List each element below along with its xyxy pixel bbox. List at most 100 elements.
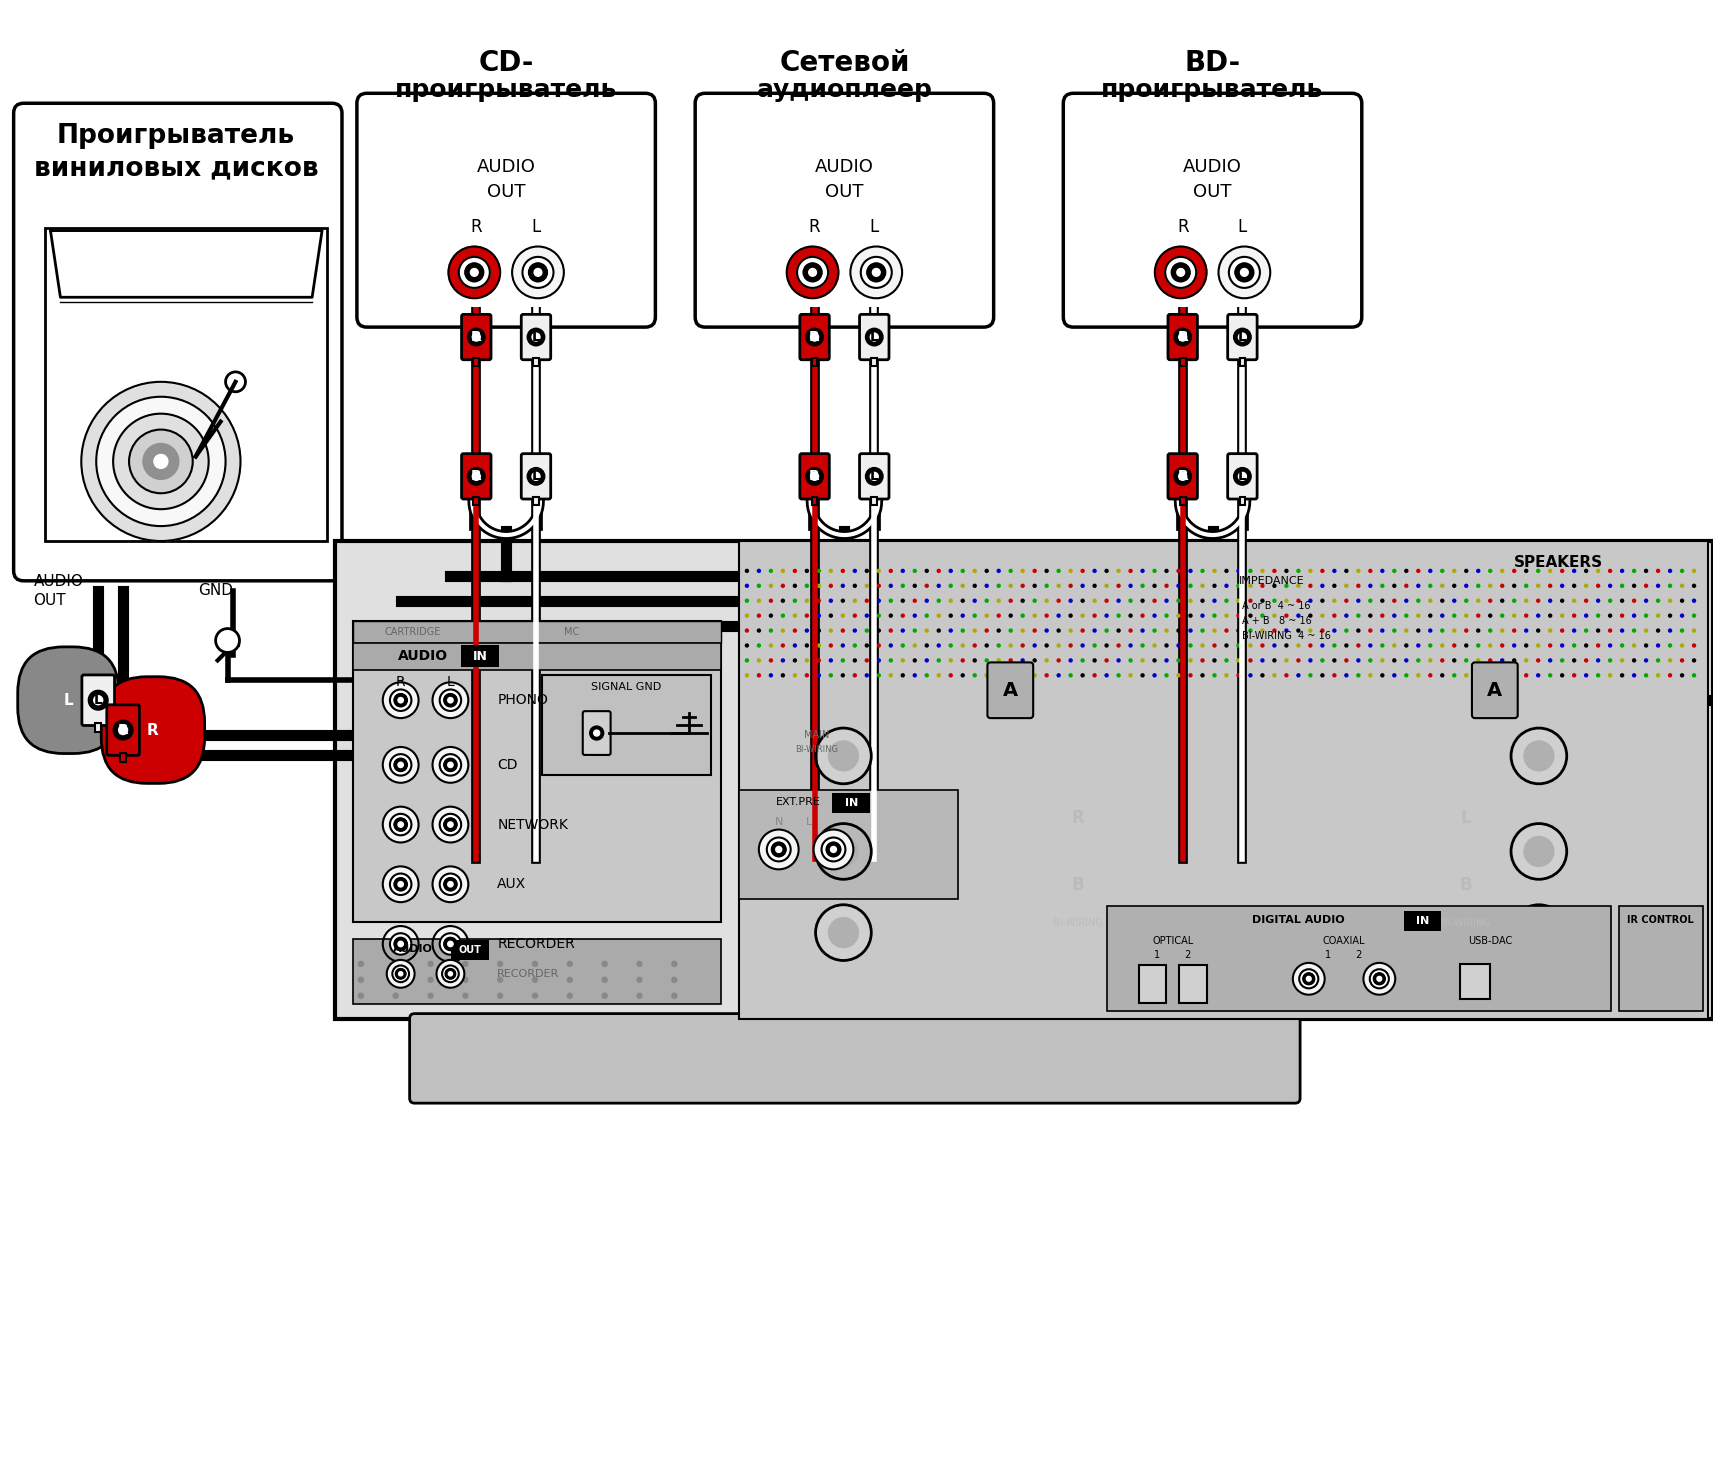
- Circle shape: [1333, 584, 1336, 587]
- FancyBboxPatch shape: [800, 453, 829, 499]
- Circle shape: [985, 599, 988, 602]
- Text: R: R: [396, 676, 406, 689]
- Circle shape: [1093, 674, 1096, 677]
- Bar: [336, 541, 1713, 1018]
- Circle shape: [358, 977, 363, 983]
- Circle shape: [512, 246, 564, 298]
- Circle shape: [1321, 584, 1324, 587]
- Circle shape: [440, 814, 461, 836]
- Circle shape: [1129, 628, 1132, 631]
- Circle shape: [1668, 569, 1672, 572]
- Circle shape: [997, 599, 1000, 602]
- Circle shape: [1377, 977, 1382, 981]
- Circle shape: [1153, 584, 1156, 587]
- Circle shape: [1501, 659, 1504, 662]
- Circle shape: [1165, 659, 1168, 662]
- Circle shape: [1177, 584, 1180, 587]
- Circle shape: [1632, 674, 1636, 677]
- Circle shape: [973, 659, 976, 662]
- Bar: [738, 541, 1708, 1018]
- Text: OUT: OUT: [486, 182, 526, 202]
- Circle shape: [1273, 645, 1276, 648]
- Circle shape: [1297, 659, 1300, 662]
- Circle shape: [853, 628, 856, 631]
- Circle shape: [1228, 256, 1259, 288]
- Circle shape: [1309, 569, 1312, 572]
- Circle shape: [1525, 659, 1528, 662]
- Circle shape: [1692, 645, 1696, 648]
- Circle shape: [745, 584, 749, 587]
- Circle shape: [81, 382, 240, 541]
- Circle shape: [1477, 645, 1480, 648]
- Circle shape: [1057, 628, 1060, 631]
- Circle shape: [1441, 584, 1444, 587]
- Text: L: L: [1238, 470, 1247, 483]
- Bar: [533, 496, 540, 505]
- Circle shape: [1225, 659, 1228, 662]
- Circle shape: [913, 584, 916, 587]
- Circle shape: [1045, 584, 1048, 587]
- Circle shape: [949, 614, 952, 617]
- Circle shape: [822, 837, 846, 861]
- Circle shape: [781, 569, 785, 572]
- Bar: [1180, 496, 1185, 505]
- Circle shape: [1549, 674, 1552, 677]
- Circle shape: [1021, 569, 1024, 572]
- Circle shape: [387, 960, 415, 987]
- FancyBboxPatch shape: [452, 940, 490, 960]
- Circle shape: [432, 747, 468, 782]
- Circle shape: [829, 659, 833, 662]
- Circle shape: [961, 645, 964, 648]
- Circle shape: [528, 329, 545, 345]
- Circle shape: [1225, 614, 1228, 617]
- Circle shape: [889, 599, 892, 602]
- Circle shape: [1597, 628, 1600, 631]
- Text: CD-: CD-: [478, 49, 534, 77]
- Bar: [872, 357, 877, 366]
- Circle shape: [1381, 628, 1384, 631]
- Circle shape: [1644, 599, 1648, 602]
- Circle shape: [1620, 569, 1624, 572]
- Circle shape: [1333, 614, 1336, 617]
- Circle shape: [1513, 614, 1516, 617]
- Circle shape: [603, 962, 606, 966]
- Circle shape: [1333, 659, 1336, 662]
- Circle shape: [1644, 645, 1648, 648]
- Circle shape: [793, 659, 797, 662]
- Circle shape: [1513, 674, 1516, 677]
- Bar: [1139, 965, 1167, 1003]
- Circle shape: [1345, 659, 1348, 662]
- Text: SPEAKERS: SPEAKERS: [1514, 556, 1603, 571]
- Circle shape: [1513, 659, 1516, 662]
- Circle shape: [1405, 599, 1408, 602]
- Circle shape: [925, 614, 928, 617]
- Text: OPTICAL: OPTICAL: [1153, 937, 1194, 946]
- Circle shape: [1321, 645, 1324, 648]
- Circle shape: [1141, 584, 1144, 587]
- Circle shape: [1021, 628, 1024, 631]
- Circle shape: [1620, 584, 1624, 587]
- Circle shape: [1632, 628, 1636, 631]
- Circle shape: [444, 694, 457, 707]
- Circle shape: [1632, 584, 1636, 587]
- Circle shape: [805, 614, 809, 617]
- Circle shape: [142, 443, 178, 479]
- Circle shape: [1093, 584, 1096, 587]
- Circle shape: [853, 614, 856, 617]
- Circle shape: [1511, 906, 1567, 960]
- Circle shape: [925, 674, 928, 677]
- Circle shape: [1345, 569, 1348, 572]
- FancyBboxPatch shape: [1168, 453, 1197, 499]
- Circle shape: [1525, 917, 1554, 947]
- Circle shape: [1333, 599, 1336, 602]
- Text: R: R: [809, 330, 821, 344]
- Circle shape: [1045, 614, 1048, 617]
- Circle shape: [1513, 628, 1516, 631]
- Circle shape: [937, 599, 940, 602]
- Circle shape: [1105, 659, 1108, 662]
- Circle shape: [113, 413, 209, 510]
- Circle shape: [1033, 569, 1036, 572]
- Circle shape: [1081, 569, 1084, 572]
- Circle shape: [1129, 599, 1132, 602]
- Circle shape: [1573, 569, 1576, 572]
